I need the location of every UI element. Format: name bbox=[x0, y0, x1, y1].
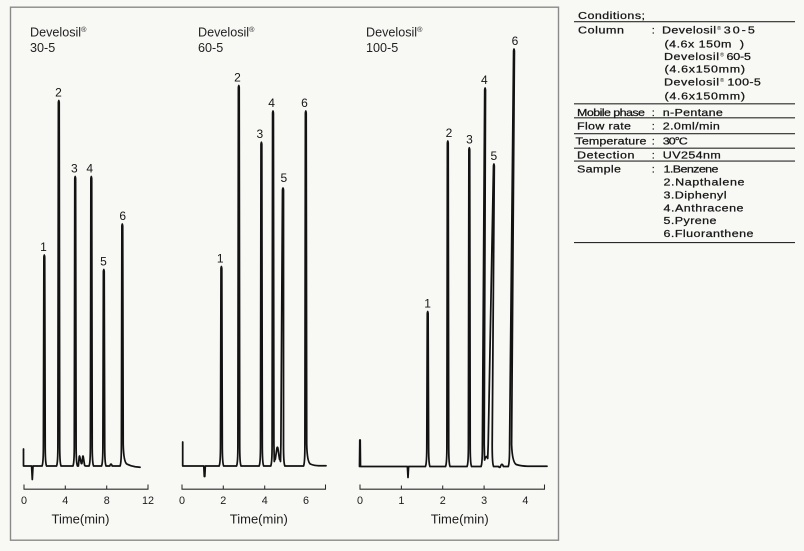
svg-text::: : bbox=[652, 26, 655, 37]
svg-text:UV254nm: UV254nm bbox=[663, 150, 721, 161]
svg-text:1: 1 bbox=[217, 252, 224, 266]
svg-text:®: ® bbox=[717, 25, 722, 32]
svg-text:Time(min): Time(min) bbox=[51, 512, 109, 527]
svg-text:4.Anthracene: 4.Anthracene bbox=[664, 203, 744, 214]
svg-text:4: 4 bbox=[86, 162, 93, 176]
svg-text:1: 1 bbox=[398, 495, 404, 507]
svg-text:5: 5 bbox=[490, 149, 497, 163]
svg-text:Mobile phase: Mobile phase bbox=[577, 108, 645, 119]
svg-text:Detection: Detection bbox=[577, 150, 635, 161]
svg-text:2: 2 bbox=[55, 86, 62, 100]
svg-text::: : bbox=[652, 150, 655, 161]
svg-text:6: 6 bbox=[119, 209, 126, 223]
svg-text:5: 5 bbox=[280, 171, 287, 185]
svg-text:®: ® bbox=[720, 77, 725, 84]
svg-text:®: ® bbox=[720, 51, 725, 58]
svg-text:100-5: 100-5 bbox=[727, 78, 761, 89]
svg-text:1: 1 bbox=[40, 240, 47, 254]
svg-text:6: 6 bbox=[301, 96, 308, 110]
svg-text:(4.6x 150m ): (4.6x 150m ) bbox=[665, 40, 745, 51]
svg-text:Time(min): Time(min) bbox=[431, 512, 489, 527]
svg-text:8: 8 bbox=[104, 495, 110, 507]
svg-text:30°C: 30°C bbox=[663, 137, 688, 148]
svg-text:3: 3 bbox=[466, 133, 473, 147]
svg-text:Develosil: Develosil bbox=[664, 52, 719, 63]
svg-text:Flow rate: Flow rate bbox=[577, 122, 631, 133]
svg-text::: : bbox=[652, 122, 655, 133]
svg-text:0: 0 bbox=[21, 495, 27, 507]
svg-text:2: 2 bbox=[440, 495, 446, 507]
svg-text:3.Diphenyl: 3.Diphenyl bbox=[664, 190, 727, 201]
svg-text:4: 4 bbox=[262, 495, 268, 507]
svg-text:0: 0 bbox=[179, 495, 185, 507]
svg-text::: : bbox=[652, 165, 655, 176]
svg-text:(4.6x150mm): (4.6x150mm) bbox=[665, 91, 746, 102]
svg-text:1.Benzene: 1.Benzene bbox=[664, 165, 719, 176]
svg-text:3: 3 bbox=[256, 127, 263, 141]
svg-text:Develosil®: Develosil® bbox=[198, 25, 255, 40]
svg-text:4: 4 bbox=[268, 96, 275, 110]
svg-text:6.Fluoranthene: 6.Fluoranthene bbox=[664, 229, 754, 240]
svg-text:12: 12 bbox=[142, 495, 154, 507]
svg-text:(4.6x150mm): (4.6x150mm) bbox=[665, 64, 746, 75]
svg-text::: : bbox=[652, 108, 655, 119]
svg-text:Develosil®: Develosil® bbox=[366, 25, 423, 40]
svg-text:3: 3 bbox=[481, 495, 487, 507]
svg-text:Column: Column bbox=[578, 26, 624, 37]
svg-text:6: 6 bbox=[303, 495, 309, 507]
svg-text:Temperature: Temperature bbox=[576, 137, 647, 148]
svg-text:n-Pentane: n-Pentane bbox=[663, 108, 723, 119]
svg-text:Time(min): Time(min) bbox=[230, 512, 288, 527]
svg-text:30-5: 30-5 bbox=[30, 41, 55, 55]
svg-text:60-5: 60-5 bbox=[198, 41, 223, 55]
svg-text:60-5: 60-5 bbox=[727, 52, 752, 63]
svg-text:4: 4 bbox=[62, 495, 68, 507]
svg-text:4: 4 bbox=[481, 73, 488, 87]
svg-text:2: 2 bbox=[220, 495, 226, 507]
svg-text:3: 3 bbox=[71, 162, 78, 176]
svg-text:2: 2 bbox=[446, 126, 453, 140]
svg-text:30-5: 30-5 bbox=[724, 26, 755, 37]
svg-text:1: 1 bbox=[424, 297, 431, 311]
svg-text:Sample: Sample bbox=[577, 165, 621, 176]
svg-text:6: 6 bbox=[512, 34, 519, 48]
svg-text:Develosil: Develosil bbox=[664, 78, 719, 89]
svg-text:2: 2 bbox=[234, 71, 241, 85]
svg-text::: : bbox=[652, 137, 655, 148]
svg-text:100-5: 100-5 bbox=[366, 41, 398, 55]
svg-text:Develosil: Develosil bbox=[662, 26, 716, 37]
svg-text:4: 4 bbox=[522, 495, 528, 507]
svg-text:2.Napthalene: 2.Napthalene bbox=[664, 177, 745, 188]
svg-text:2.0ml/min: 2.0ml/min bbox=[663, 122, 720, 133]
svg-text:Develosil®: Develosil® bbox=[30, 25, 87, 40]
svg-text:5: 5 bbox=[100, 255, 107, 269]
svg-text:5.Pyrene: 5.Pyrene bbox=[664, 216, 717, 227]
svg-text:Conditions;: Conditions; bbox=[578, 11, 645, 22]
svg-text:0: 0 bbox=[357, 495, 363, 507]
